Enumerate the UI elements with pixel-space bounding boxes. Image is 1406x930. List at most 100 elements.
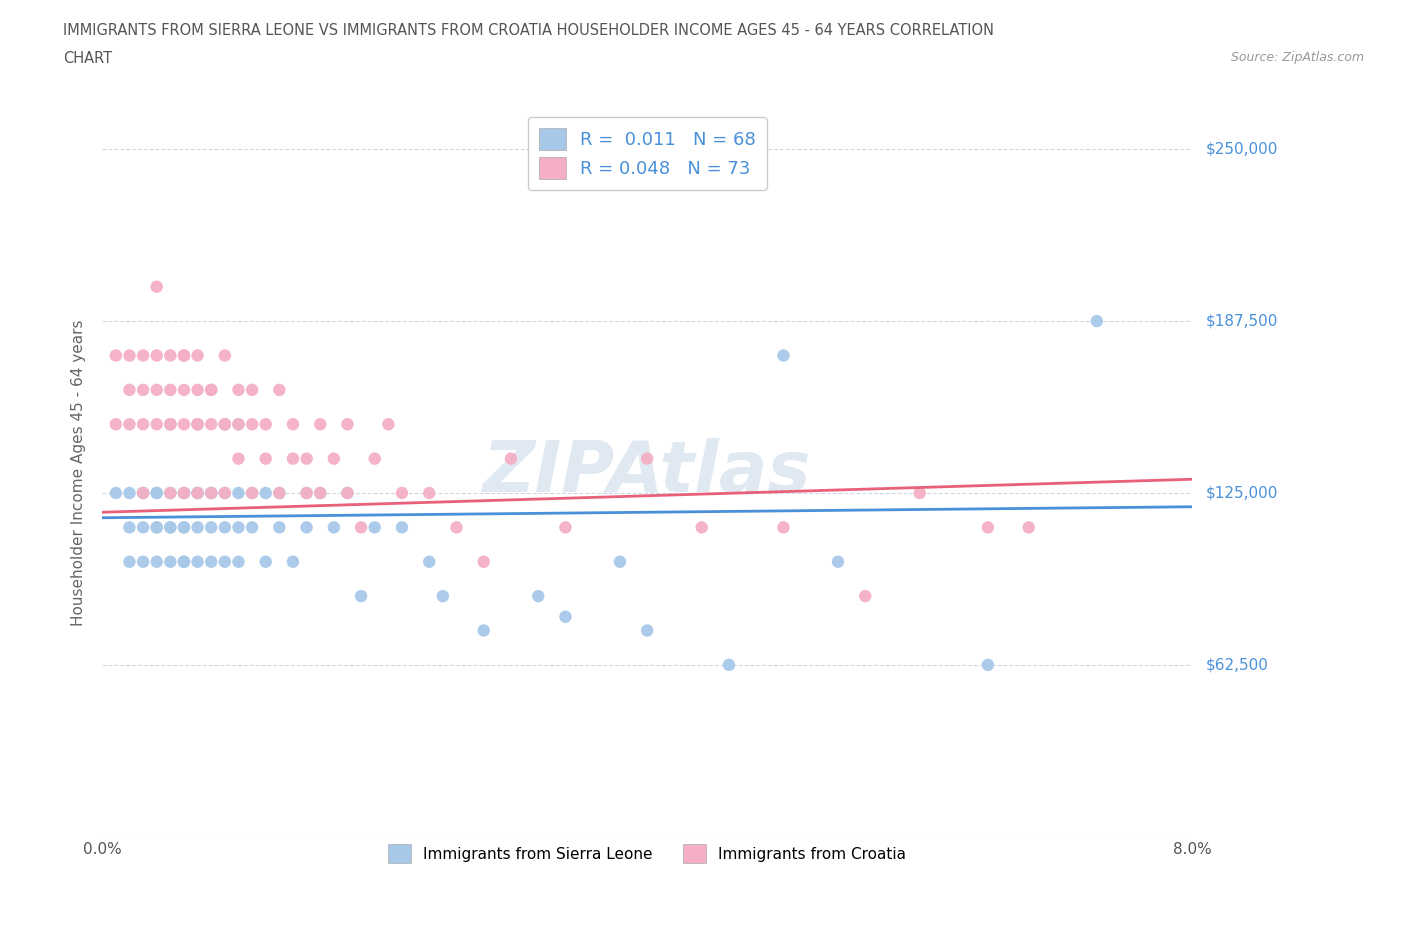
Point [228, 485, 250, 500]
Point [159, 348, 181, 363]
Text: $250,000: $250,000 [1206, 141, 1278, 157]
Point [200, 485, 222, 500]
Point [173, 348, 195, 363]
Text: $62,500: $62,500 [1206, 658, 1270, 672]
Point [132, 382, 155, 397]
Point [104, 417, 127, 432]
Point [159, 382, 181, 397]
Point [350, 589, 373, 604]
Point [132, 348, 155, 363]
Point [173, 348, 195, 363]
Point [159, 417, 181, 432]
Point [200, 382, 222, 397]
Point [118, 485, 141, 500]
Point [145, 382, 167, 397]
Point [717, 658, 740, 672]
Point [295, 520, 318, 535]
Point [350, 520, 373, 535]
Point [159, 485, 181, 500]
Point [772, 520, 794, 535]
Point [228, 417, 250, 432]
Point [214, 485, 236, 500]
Point [145, 520, 167, 535]
Text: $187,500: $187,500 [1206, 313, 1278, 328]
Y-axis label: Householder Income Ages 45 - 64 years: Householder Income Ages 45 - 64 years [72, 319, 86, 626]
Point [295, 451, 318, 466]
Point [269, 382, 291, 397]
Point [132, 520, 155, 535]
Point [214, 348, 236, 363]
Point [145, 485, 167, 500]
Point [228, 417, 250, 432]
Point [200, 417, 222, 432]
Point [145, 417, 167, 432]
Point [200, 520, 222, 535]
Point [364, 451, 387, 466]
Point [254, 451, 277, 466]
Point [240, 520, 263, 535]
Point [554, 520, 576, 535]
Point [309, 485, 332, 500]
Point [214, 554, 236, 569]
Point [187, 485, 209, 500]
Point [187, 348, 209, 363]
Point [173, 520, 195, 535]
Point [336, 485, 359, 500]
Point [1018, 520, 1040, 535]
Point [377, 417, 399, 432]
Point [977, 658, 1000, 672]
Point [214, 417, 236, 432]
Point [200, 382, 222, 397]
Point [104, 485, 127, 500]
Point [254, 554, 277, 569]
Point [228, 451, 250, 466]
Point [295, 485, 318, 500]
Point [472, 554, 495, 569]
Point [364, 520, 387, 535]
Point [159, 520, 181, 535]
Point [173, 485, 195, 500]
Point [159, 485, 181, 500]
Point [200, 485, 222, 500]
Point [187, 417, 209, 432]
Text: Source: ZipAtlas.com: Source: ZipAtlas.com [1230, 51, 1364, 64]
Point [609, 554, 631, 569]
Point [159, 417, 181, 432]
Point [173, 520, 195, 535]
Point [336, 485, 359, 500]
Point [391, 485, 413, 500]
Point [228, 520, 250, 535]
Point [772, 348, 794, 363]
Point [118, 382, 141, 397]
Point [118, 348, 141, 363]
Point [118, 520, 141, 535]
Point [281, 451, 304, 466]
Point [145, 279, 167, 294]
Point [187, 485, 209, 500]
Point [200, 485, 222, 500]
Point [908, 485, 931, 500]
Point [472, 623, 495, 638]
Point [322, 520, 344, 535]
Point [132, 485, 155, 500]
Point [269, 485, 291, 500]
Text: $125,000: $125,000 [1206, 485, 1278, 500]
Point [228, 382, 250, 397]
Point [309, 485, 332, 500]
Point [145, 348, 167, 363]
Point [853, 589, 876, 604]
Point [977, 520, 1000, 535]
Text: CHART: CHART [63, 51, 112, 66]
Point [173, 554, 195, 569]
Point [159, 554, 181, 569]
Point [254, 417, 277, 432]
Point [269, 520, 291, 535]
Point [132, 417, 155, 432]
Point [1085, 313, 1108, 328]
Point [636, 623, 658, 638]
Point [827, 554, 849, 569]
Text: IMMIGRANTS FROM SIERRA LEONE VS IMMIGRANTS FROM CROATIA HOUSEHOLDER INCOME AGES : IMMIGRANTS FROM SIERRA LEONE VS IMMIGRAN… [63, 23, 994, 38]
Point [446, 520, 468, 535]
Point [118, 554, 141, 569]
Point [187, 382, 209, 397]
